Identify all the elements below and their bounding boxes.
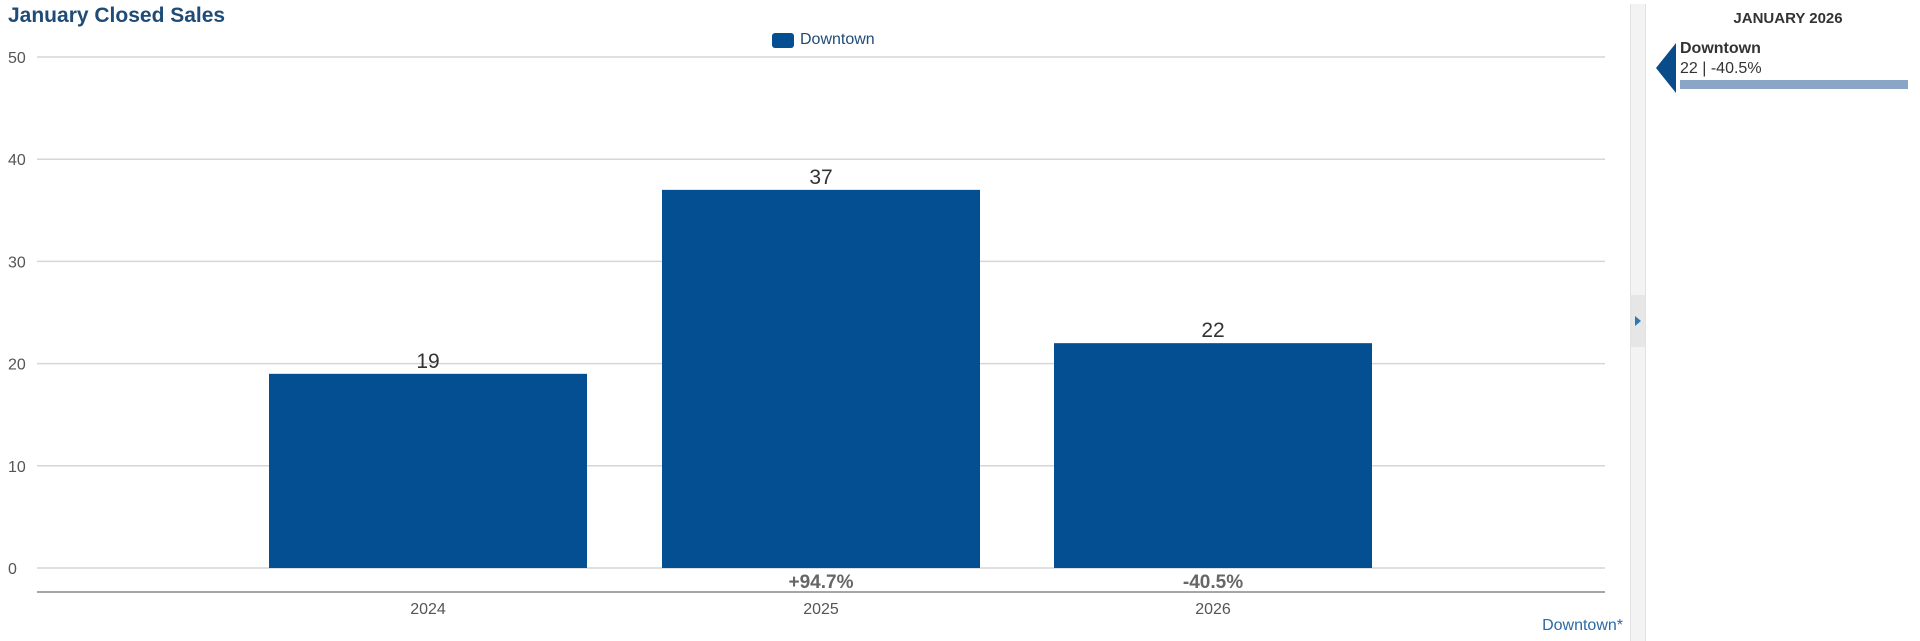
- bar[interactable]: [662, 189, 980, 569]
- change-label: +94.7%: [789, 572, 854, 593]
- legend-swatch: [772, 32, 794, 48]
- side-item-name: Downtown: [1680, 40, 1761, 57]
- bar[interactable]: [269, 373, 587, 568]
- y-tick-label: 0: [8, 561, 17, 578]
- pointer-marker-icon: [1656, 43, 1676, 93]
- bar-value-label: 19: [416, 350, 439, 373]
- x-tick-label: 2025: [803, 601, 839, 618]
- side-item-stats: 22 | -40.5%: [1680, 60, 1762, 77]
- side-panel-heading: JANUARY 2026: [1733, 10, 1843, 27]
- bar-value-label: 22: [1201, 319, 1224, 342]
- x-tick-label: 2026: [1195, 601, 1231, 618]
- footer-series-link[interactable]: Downtown*: [1542, 617, 1623, 634]
- bar-chart: 0 10 20 30 40 50 19 2024 37 +94.7% 2025 22 -40.5% 202…: [8, 50, 1605, 618]
- bar-value-label: 37: [809, 166, 832, 189]
- legend[interactable]: Downtown: [772, 30, 875, 50]
- side-panel: JANUARY 2026 Downtown 22 | -40.5%: [1656, 0, 1920, 641]
- side-item-bar: [1680, 80, 1908, 89]
- change-label: -40.5%: [1183, 572, 1243, 593]
- y-tick-label: 30: [8, 254, 26, 271]
- chart-title: January Closed Sales: [8, 4, 226, 27]
- chevron-right-icon: [1635, 316, 1641, 326]
- legend-label: Downtown: [800, 31, 875, 48]
- x-tick-label: 2024: [410, 601, 446, 618]
- y-tick-label: 10: [8, 459, 26, 476]
- y-tick-label: 50: [8, 50, 26, 67]
- y-tick-label: 20: [8, 357, 26, 374]
- panel-toggle-button[interactable]: [1631, 295, 1645, 347]
- bar[interactable]: [1054, 343, 1372, 568]
- y-tick-label: 40: [8, 152, 26, 169]
